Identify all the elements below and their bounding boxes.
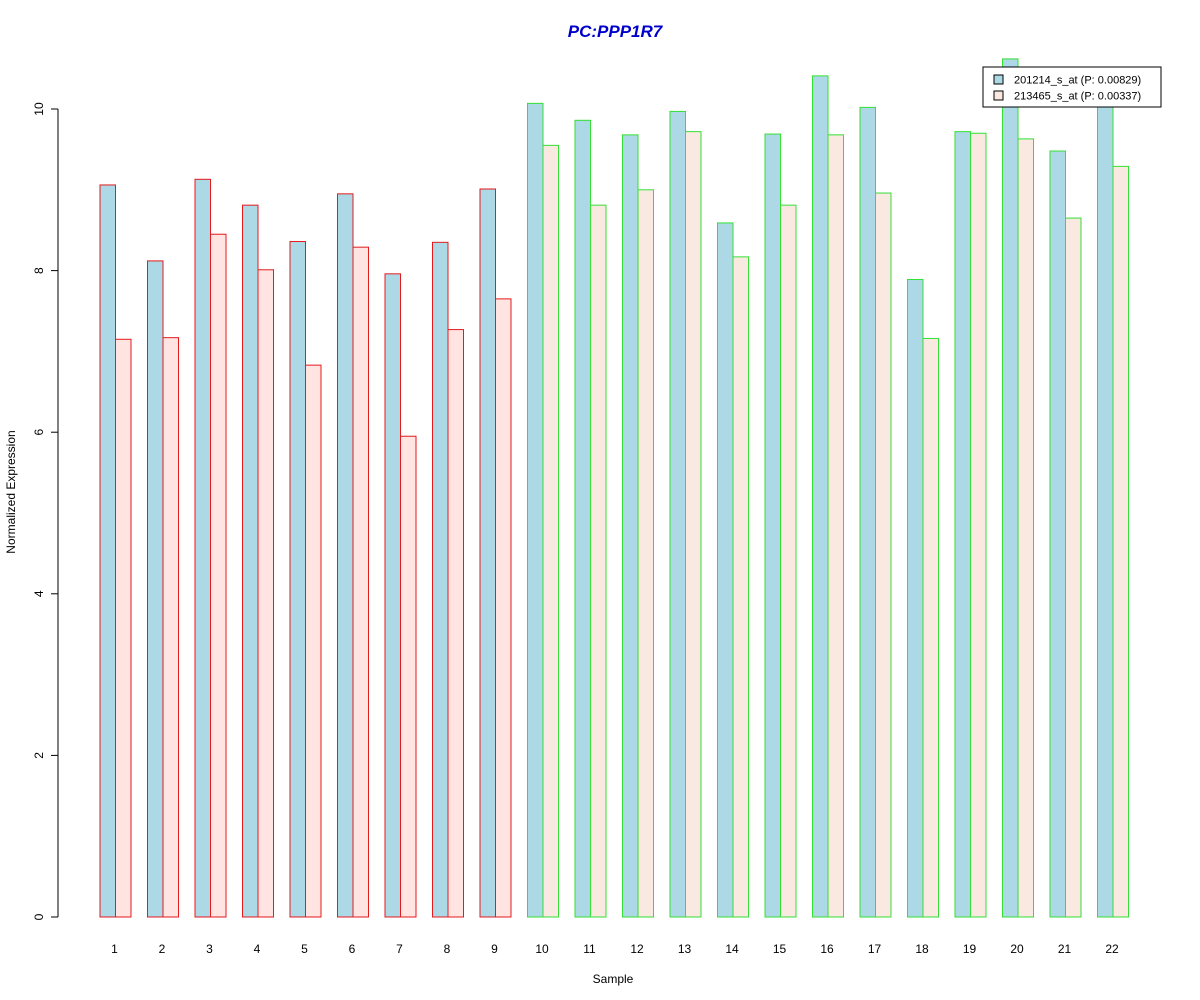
y-tick-label-2: 2	[32, 752, 46, 759]
bar-series2-sample-21	[1065, 217, 1082, 918]
bar-series1-sample-7	[384, 273, 401, 918]
x-tick-label-12: 12	[630, 942, 644, 956]
bar-series1-sample-6	[337, 193, 354, 918]
bar-series2-sample-11	[590, 204, 607, 918]
x-tick-label-8: 8	[444, 942, 451, 956]
x-tick-label-3: 3	[206, 942, 213, 956]
bar-series1-sample-5	[289, 241, 306, 918]
bar-series2-sample-14	[732, 256, 749, 918]
x-axis-label: Sample	[593, 972, 634, 986]
y-axis: 0 2 4 6 8 10	[32, 102, 59, 920]
bar-series1-sample-12	[622, 134, 639, 918]
bar-series1-sample-18	[907, 278, 924, 918]
x-tick-label-16: 16	[820, 942, 834, 956]
plot-area	[99, 58, 1129, 918]
bar-series1-sample-20	[1002, 58, 1019, 918]
y-axis-label: Normalized Expression	[4, 430, 18, 553]
x-tick-label-18: 18	[915, 942, 929, 956]
y-tick-label-4: 4	[32, 590, 46, 597]
legend-label-series2: 213465_s_at (P: 0.00337)	[1014, 91, 1141, 103]
bar-series1-sample-9	[479, 188, 496, 918]
bar-series2-sample-10	[542, 144, 559, 918]
bar-series2-sample-22	[1112, 165, 1129, 918]
x-tick-label-21: 21	[1058, 942, 1072, 956]
x-tick-label-4: 4	[254, 942, 261, 956]
bar-series2-sample-16	[827, 134, 844, 918]
bar-series1-sample-4	[242, 204, 259, 918]
chart-title: PC:PPP1R7	[568, 22, 664, 41]
bar-series2-sample-12	[637, 189, 654, 918]
x-tick-label-1: 1	[111, 942, 118, 956]
x-tick-label-6: 6	[349, 942, 356, 956]
bar-series1-sample-17	[859, 106, 876, 918]
x-tick-label-14: 14	[725, 942, 739, 956]
bar-series1-sample-11	[574, 119, 591, 918]
bar-series1-sample-22	[1097, 97, 1114, 918]
bar-series1-sample-1	[99, 184, 116, 918]
bar-series1-sample-21	[1049, 150, 1066, 918]
x-tick-label-22: 22	[1105, 942, 1119, 956]
x-tick-label-15: 15	[773, 942, 787, 956]
legend-swatch-series1	[993, 74, 1004, 85]
bar-series1-sample-2	[147, 260, 164, 918]
x-tick-label-11: 11	[583, 942, 596, 956]
y-tick-label-0: 0	[32, 913, 46, 920]
x-tick-label-17: 17	[868, 942, 882, 956]
bar-series2-sample-2	[162, 337, 179, 918]
bar-series2-sample-5	[305, 364, 322, 918]
x-tick-label-13: 13	[678, 942, 692, 956]
y-tick-label-6: 6	[32, 429, 46, 436]
bar-series2-sample-20	[1017, 138, 1034, 918]
x-tick-label-2: 2	[159, 942, 166, 956]
x-tick-label-20: 20	[1010, 942, 1024, 956]
bar-series2-sample-9	[495, 298, 512, 918]
bar-series2-sample-15	[780, 204, 797, 918]
bar-series2-sample-1	[115, 338, 132, 918]
bar-series2-sample-7	[400, 435, 417, 918]
legend-box	[982, 66, 1162, 108]
x-tick-label-10: 10	[535, 942, 549, 956]
x-tick-label-9: 9	[491, 942, 498, 956]
bar-series1-sample-14	[717, 222, 734, 918]
bar-series1-sample-13	[669, 110, 686, 918]
x-tick-label-19: 19	[963, 942, 977, 956]
bar-series2-sample-17	[875, 192, 892, 918]
bar-series1-sample-19	[954, 131, 971, 918]
legend-swatch-series2	[993, 90, 1004, 101]
bar-series1-sample-8	[432, 241, 449, 918]
bar-series2-sample-3	[210, 233, 227, 918]
bar-series1-sample-10	[527, 102, 544, 918]
legend: 201214_s_at (P: 0.00829) 213465_s_at (P: …	[982, 66, 1162, 108]
x-tick-label-5: 5	[301, 942, 308, 956]
bar-series2-sample-19	[970, 132, 987, 918]
y-tick-label-10: 10	[32, 102, 46, 116]
bar-series1-sample-3	[194, 178, 211, 918]
x-tick-label-7: 7	[396, 942, 403, 956]
bar-series2-sample-13	[685, 131, 702, 918]
bar-series2-sample-8	[447, 329, 464, 918]
bar-series2-sample-6	[352, 246, 369, 918]
bar-series1-sample-16	[812, 75, 829, 918]
y-tick-label-8: 8	[32, 267, 46, 274]
bar-series2-sample-18	[922, 337, 939, 918]
bar-series2-sample-4	[257, 269, 274, 918]
legend-label-series1: 201214_s_at (P: 0.00829)	[1014, 75, 1141, 87]
bar-series1-sample-15	[764, 133, 781, 918]
x-axis-tick-labels: 1 2 3 4 5 6 7 8 9 10 11 12 13 14 15 16 17 18 19 20 21 22	[111, 942, 1119, 956]
